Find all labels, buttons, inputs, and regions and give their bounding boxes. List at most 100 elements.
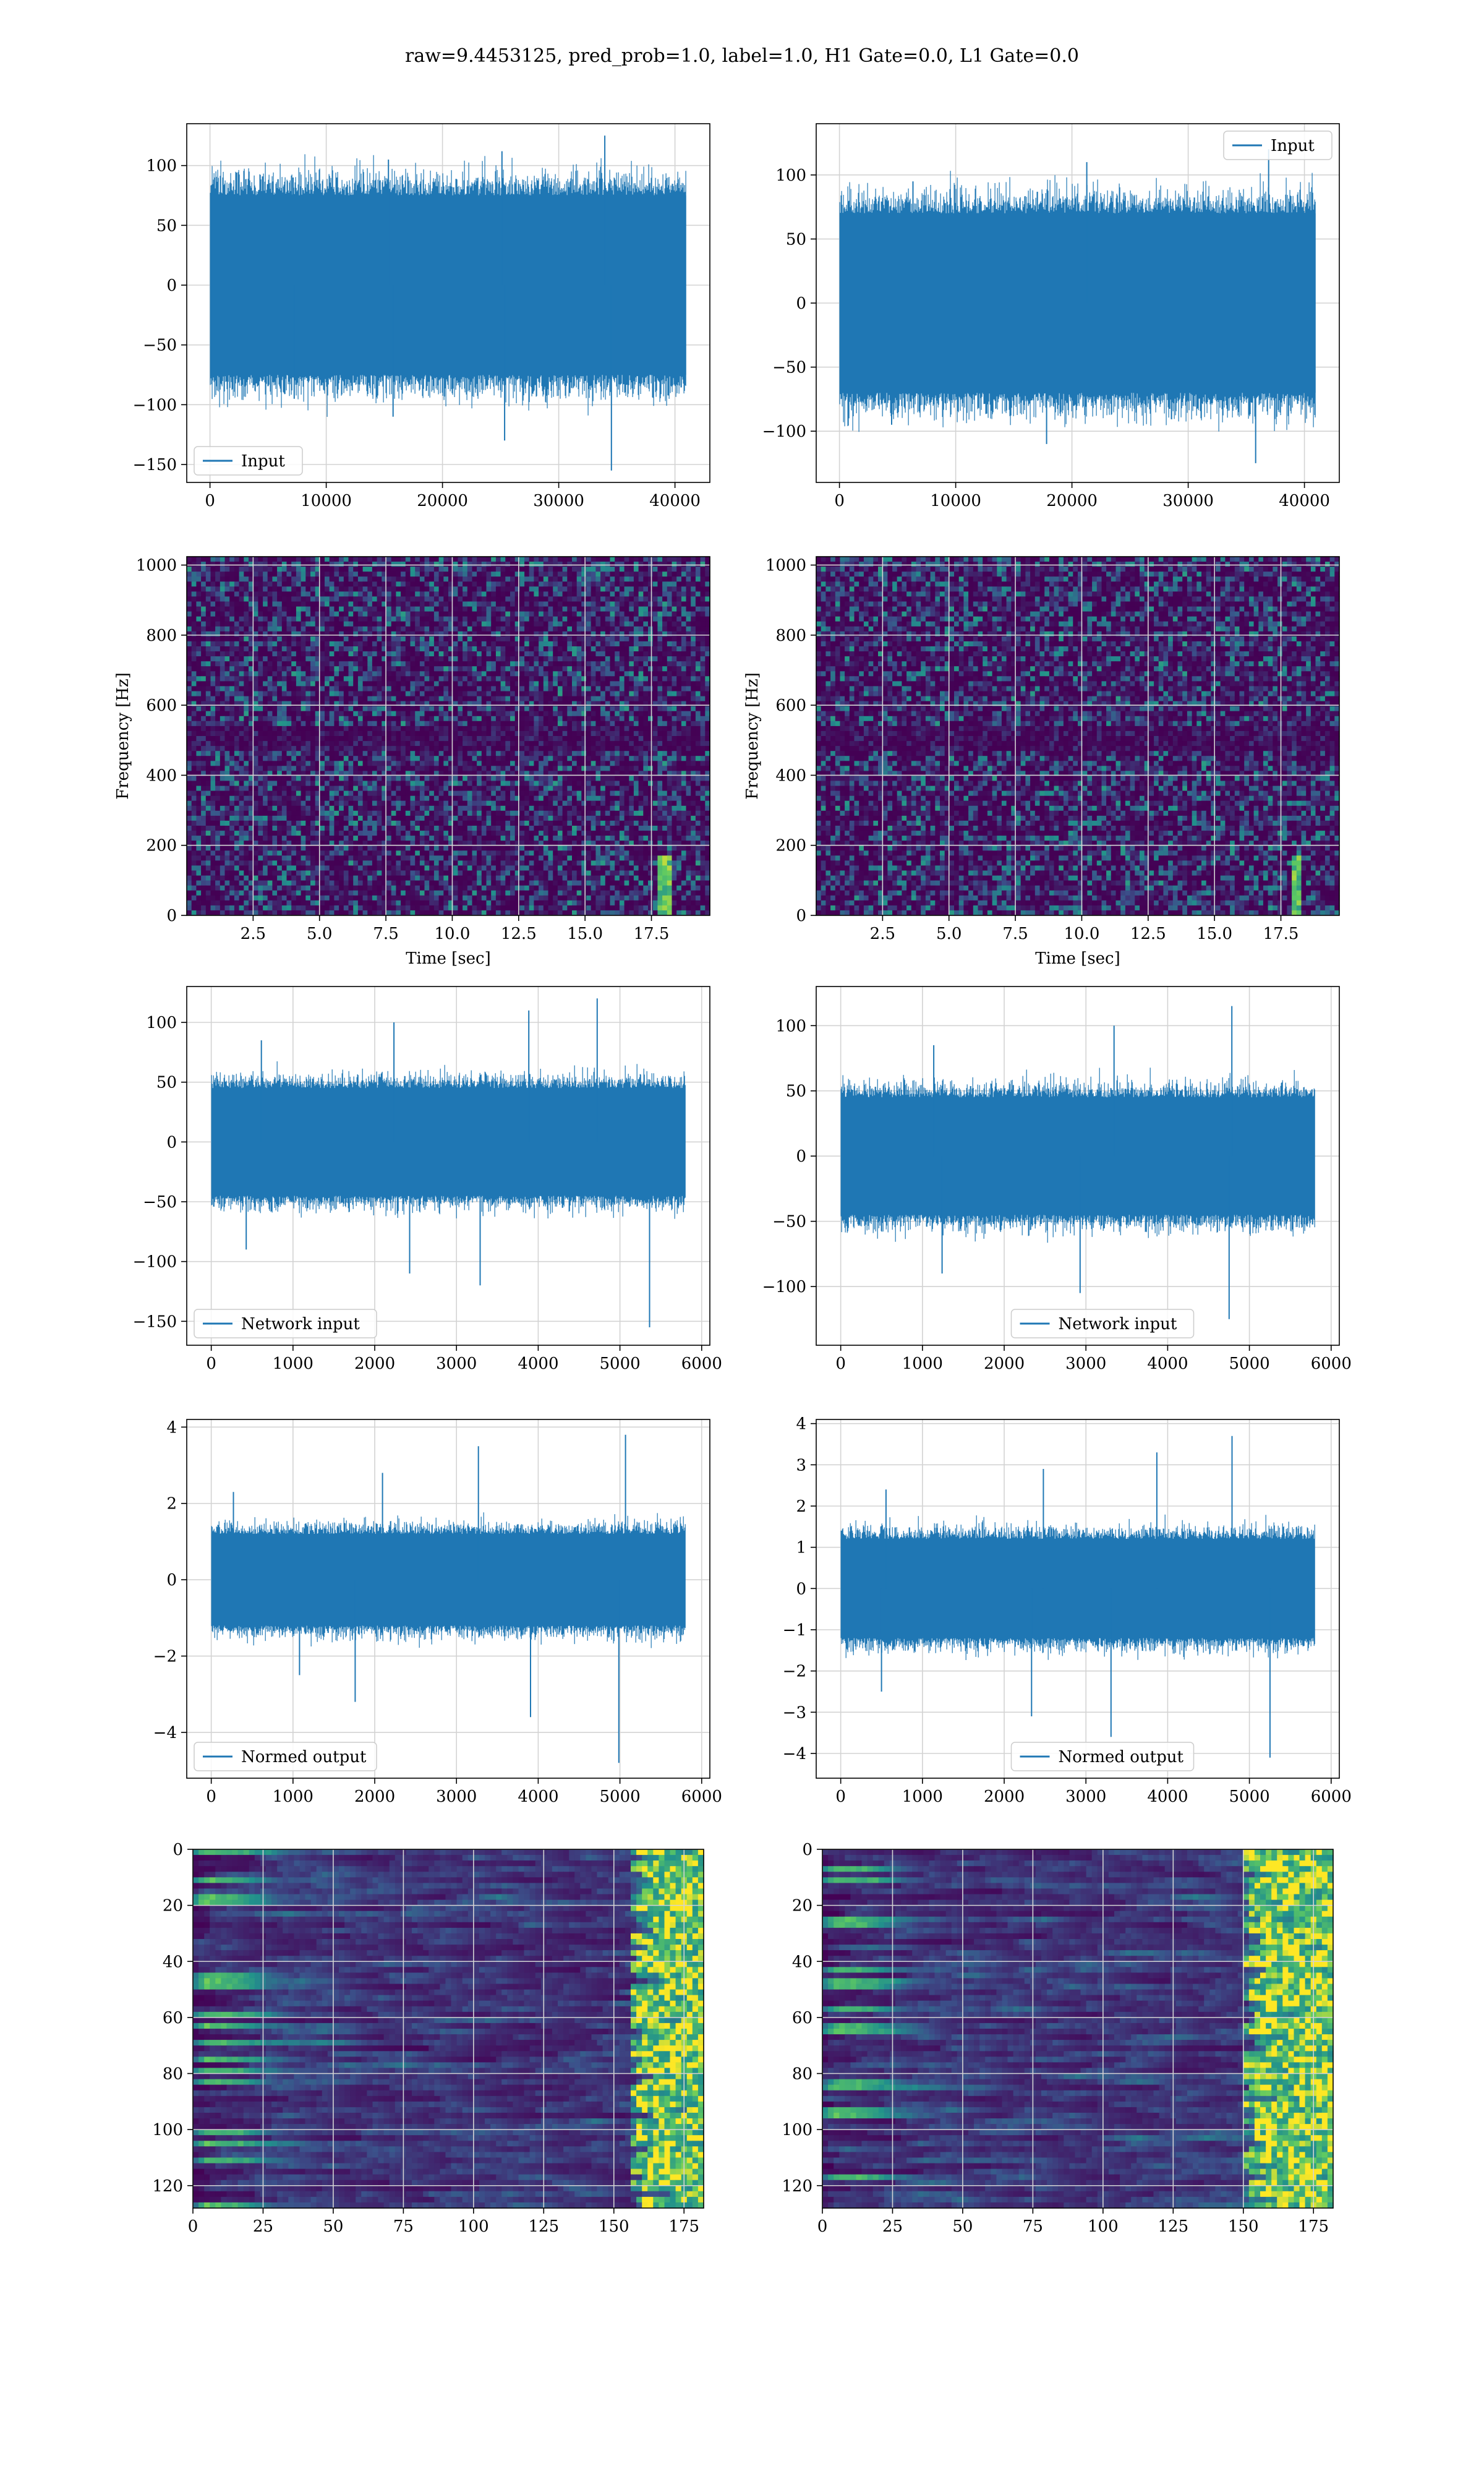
heatmap-cell: [610, 596, 615, 602]
heatmap-cell: [610, 756, 615, 761]
heatmap-cell: [196, 706, 201, 712]
heatmap-cell: [391, 607, 396, 612]
heatmap-cell: [625, 612, 629, 617]
heatmap-cell: [215, 726, 220, 732]
heatmap-cell: [344, 741, 349, 747]
heatmap-cell: [334, 656, 339, 662]
heatmap-cell: [287, 576, 292, 582]
heatmap-cell: [320, 751, 325, 756]
heatmap-cell: [577, 612, 582, 617]
heatmap-cell: [301, 686, 306, 691]
heatmap-cell: [372, 721, 377, 727]
heatmap-cell: [239, 746, 244, 751]
heatmap-cell: [301, 721, 306, 727]
heatmap-cell: [505, 586, 510, 592]
heatmap-cell: [268, 596, 273, 602]
heatmap-cell: [211, 571, 216, 577]
heatmap-cell: [258, 696, 263, 702]
heatmap-cell: [472, 696, 477, 702]
heatmap-cell: [244, 711, 249, 717]
heatmap-cell: [487, 661, 492, 667]
heatmap-cell: [344, 721, 349, 727]
heatmap-cell: [657, 571, 662, 577]
heatmap-cell: [482, 696, 487, 702]
heatmap-cell: [691, 651, 696, 657]
heatmap-cell: [672, 756, 677, 761]
heatmap-cell: [524, 746, 529, 751]
heatmap-cell: [524, 576, 529, 582]
heatmap-cell: [577, 666, 582, 672]
heatmap-cell: [662, 736, 667, 742]
heatmap-cell: [287, 596, 292, 602]
y-tick-label: 100: [775, 166, 806, 185]
heatmap-cell: [363, 741, 368, 747]
heatmap-cell: [496, 776, 501, 781]
heatmap-cell: [386, 726, 391, 732]
heatmap-cell: [487, 591, 492, 597]
heatmap-cell: [320, 676, 325, 682]
heatmap-cell: [458, 617, 463, 622]
heatmap-cell: [529, 646, 534, 652]
heatmap-cell: [701, 617, 706, 622]
heatmap-cell: [544, 676, 548, 682]
heatmap-cell: [443, 591, 448, 597]
heatmap-cell: [696, 631, 701, 637]
heatmap-cell: [192, 696, 197, 702]
heatmap-cell: [291, 591, 296, 597]
heatmap-cell: [491, 731, 496, 737]
heatmap-cell: [339, 746, 344, 751]
heatmap-cell: [600, 766, 605, 771]
heatmap-cell: [553, 586, 558, 592]
heatmap-cell: [258, 576, 263, 582]
heatmap-cell: [196, 746, 201, 751]
heatmap-cell: [244, 721, 249, 727]
heatmap-cell: [258, 631, 263, 637]
heatmap-cell: [443, 756, 448, 761]
heatmap-cell: [529, 776, 534, 781]
y-tick-label: −100: [762, 422, 806, 441]
heatmap-cell: [577, 591, 582, 597]
heatmap-cell: [443, 651, 448, 657]
heatmap-cell: [472, 671, 477, 677]
heatmap-cell: [595, 766, 600, 771]
heatmap-cell: [625, 646, 629, 652]
heatmap-cell: [363, 612, 368, 617]
heatmap-cell: [429, 746, 434, 751]
heatmap-cell: [591, 627, 596, 632]
heatmap-cell: [544, 721, 548, 727]
heatmap-cell: [681, 691, 686, 697]
heatmap-cell: [244, 612, 249, 617]
heatmap-cell: [467, 586, 472, 592]
heatmap-cell: [229, 731, 234, 737]
heatmap-cell: [277, 646, 282, 652]
heatmap-cell: [406, 651, 411, 657]
heatmap-cell: [334, 627, 339, 632]
heatmap-cell: [600, 586, 605, 592]
heatmap-cell: [429, 736, 434, 742]
heatmap-cell: [258, 571, 263, 577]
heatmap-cell: [586, 591, 591, 597]
heatmap-cell: [325, 751, 330, 756]
heatmap-cell: [192, 622, 197, 627]
heatmap-cell: [567, 627, 572, 632]
heatmap-cell: [192, 651, 197, 657]
heatmap-cell: [325, 711, 330, 717]
heatmap-cell: [192, 627, 197, 632]
heatmap-cell: [643, 557, 648, 562]
heatmap-cell: [287, 591, 292, 597]
heatmap-cell: [600, 681, 605, 687]
heatmap-cell: [439, 671, 444, 677]
heatmap-cell: [625, 746, 629, 751]
heatmap-cell: [330, 721, 335, 727]
heatmap-cell: [515, 721, 520, 727]
heatmap-cell: [272, 736, 277, 742]
heatmap-cell: [367, 562, 372, 567]
heatmap-cell: [453, 726, 458, 732]
heatmap-cell: [453, 691, 458, 697]
heatmap-cell: [425, 641, 430, 647]
heatmap-cell: [401, 641, 406, 647]
heatmap-cell: [648, 696, 653, 702]
heatmap-cell: [268, 736, 273, 742]
heatmap-cell: [591, 557, 596, 562]
heatmap-cell: [391, 686, 396, 691]
